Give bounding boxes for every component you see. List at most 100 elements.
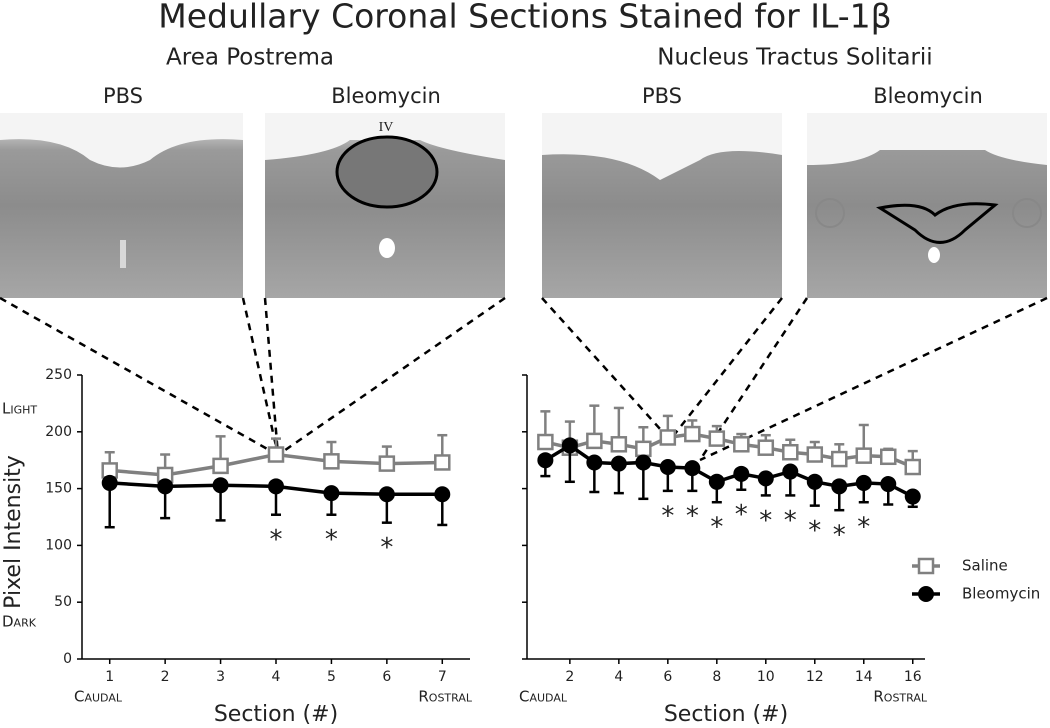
significance-mark: * (784, 506, 797, 536)
marker (635, 440, 652, 458)
marker (831, 478, 848, 495)
x-tick-label: 8 (712, 669, 721, 685)
y-tick-label: 50 (54, 594, 72, 610)
section-title: Nucleus Tractus Solitarii (657, 45, 932, 71)
marker (212, 477, 229, 494)
marker (757, 470, 774, 487)
marker (323, 485, 340, 502)
x-tick-label: 6 (663, 669, 672, 685)
ventricle (807, 113, 1047, 165)
figure-title: Medullary Coronal Sections Stained for I… (158, 0, 891, 36)
x-tick-label: 7 (438, 669, 447, 685)
area-outline (1012, 198, 1042, 228)
x-tick-label: 1 (105, 669, 114, 685)
y-end-label: Dark (2, 613, 37, 631)
y-tick-label: 150 (45, 481, 72, 497)
marker (586, 454, 603, 471)
marker (434, 454, 451, 471)
area-outline (815, 198, 845, 228)
significance-mark: * (325, 525, 338, 555)
significance-mark: * (661, 501, 674, 531)
marker (904, 458, 922, 476)
x-tick-label: 12 (806, 669, 824, 685)
marker (212, 457, 229, 475)
y-tick-label: 0 (63, 651, 72, 667)
x-tick-label: 4 (272, 669, 281, 685)
legend-label: Saline (962, 557, 1008, 575)
marker (708, 430, 726, 447)
x-end-label: Rostral (873, 688, 928, 706)
connector (241, 297, 280, 456)
marker (659, 429, 677, 446)
series-line (544, 432, 914, 469)
connectors (0, 296, 1048, 462)
x-tick-label: 5 (327, 669, 336, 685)
connector (669, 297, 783, 441)
marker (610, 455, 627, 472)
connector (541, 297, 671, 441)
area-outline (335, 135, 439, 209)
significance-mark: * (808, 516, 821, 546)
x-tick-label: 14 (855, 669, 873, 685)
x-tick-label: 16 (904, 669, 922, 685)
x-end-label: Rostral (418, 688, 473, 706)
ventricle (542, 113, 782, 180)
y-tick-label: 100 (45, 537, 72, 553)
marker (782, 463, 799, 480)
ventricle (0, 113, 243, 168)
marker (378, 486, 395, 503)
marker (157, 478, 174, 495)
marker (323, 453, 340, 470)
x-tick-label: 2 (565, 669, 574, 685)
panel-annotation: IV (379, 120, 394, 135)
legend-marker (918, 586, 934, 602)
panel-label: PBS (642, 84, 682, 108)
panel-label: PBS (103, 84, 143, 108)
x-end-label: Caudal (74, 688, 123, 706)
y-tick-label: 200 (45, 424, 72, 440)
section-title: Area Postrema (166, 45, 334, 71)
series-line (544, 443, 914, 499)
significance-mark: * (686, 501, 699, 531)
marker (267, 446, 285, 463)
y-end-label: Light (2, 400, 37, 418)
marker (880, 476, 897, 493)
marker (831, 450, 848, 468)
area-outline (876, 202, 999, 244)
marker (708, 473, 725, 490)
x-tick-label: 2 (161, 669, 170, 685)
marker (684, 460, 701, 477)
marker (434, 486, 451, 503)
connector (263, 297, 280, 456)
marker (806, 446, 824, 463)
significance-mark: * (857, 513, 870, 543)
significance-mark: * (380, 533, 393, 563)
marker (610, 436, 628, 453)
marker (635, 454, 652, 471)
legend-label: Bleomycin (962, 585, 1040, 603)
marker (659, 459, 676, 476)
marker (806, 473, 823, 490)
marker (268, 478, 284, 495)
x-axis-label: Section (#) (664, 702, 788, 727)
connector (277, 296, 506, 457)
marker (904, 488, 921, 505)
connector (0, 296, 279, 457)
y-axis-label: Pixel Intensity (1, 455, 26, 609)
significance-mark: * (735, 500, 748, 530)
significance-mark: * (710, 513, 723, 543)
marker (880, 448, 897, 466)
y-tick-label: 250 (45, 367, 72, 383)
x-tick-label: 3 (216, 669, 225, 685)
micrographs: IV (0, 113, 1047, 298)
marker (733, 465, 750, 482)
canal (379, 238, 395, 258)
legend-marker (917, 557, 935, 575)
marker (101, 474, 118, 491)
canal (928, 247, 940, 263)
marker (537, 452, 554, 469)
marker (684, 425, 701, 443)
marker (586, 432, 603, 450)
marker (561, 437, 578, 454)
marker (378, 455, 396, 472)
